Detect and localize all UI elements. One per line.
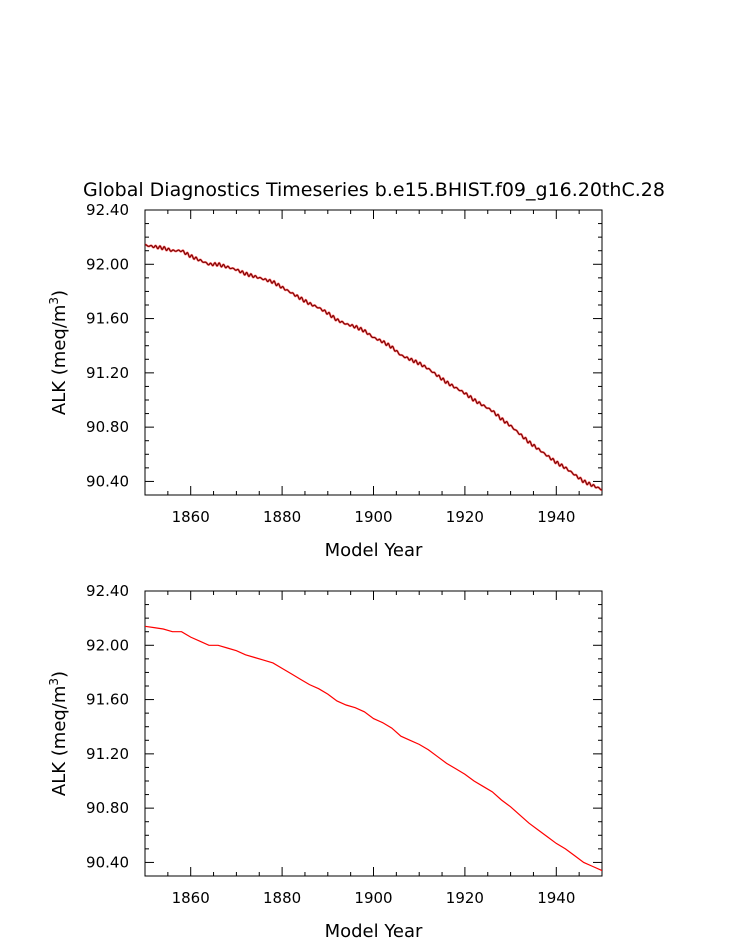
y-tick-label: 90.40 xyxy=(86,853,129,871)
y-tick-label: 91.60 xyxy=(86,310,129,328)
top-plot: 1860 1880 1900 1920 1940 90.40 90.80 91.20 91.60… xyxy=(47,201,602,561)
bottom-plot: 1860 1880 1900 1920 1940 90.40 90.80 91.20 91.60… xyxy=(47,582,602,942)
y-axis-title-sup: 3 xyxy=(47,678,61,686)
y-axis-title-tail: ) xyxy=(49,290,70,297)
y-axis-title: ALK (meq/m3) xyxy=(47,290,70,415)
y-axis-title-sup: 3 xyxy=(47,297,61,305)
y-tick-label: 91.60 xyxy=(86,691,129,709)
y-tick-label: 91.20 xyxy=(86,364,129,382)
y-axis-title-main: ALK (meq/m xyxy=(49,686,70,797)
x-axis-title: Model Year xyxy=(325,921,423,942)
series-line-halo xyxy=(145,245,602,490)
y-tick-label: 92.40 xyxy=(86,582,129,600)
series-line xyxy=(145,245,602,490)
y-tick-label: 92.00 xyxy=(86,255,129,273)
x-tick-label: 1900 xyxy=(354,508,392,526)
x-tick-label: 1860 xyxy=(172,508,210,526)
chart-title: Global Diagnostics Timeseries b.e15.BHIS… xyxy=(83,179,665,201)
y-tick-label: 91.20 xyxy=(86,745,129,763)
x-tick-label: 1880 xyxy=(263,889,301,907)
x-tick-label: 1940 xyxy=(537,889,575,907)
x-axis-title: Model Year xyxy=(325,540,423,561)
y-tick-label: 92.00 xyxy=(86,636,129,654)
plot-frame xyxy=(145,591,602,876)
plot-frame xyxy=(145,210,602,495)
y-axis-title-main: ALK (meq/m xyxy=(49,305,70,416)
x-tick-label: 1900 xyxy=(354,889,392,907)
y-axis-title: ALK (meq/m3) xyxy=(47,671,70,796)
x-tick-label: 1920 xyxy=(446,508,484,526)
y-axis-title-tail: ) xyxy=(49,671,70,678)
x-tick-label: 1860 xyxy=(172,889,210,907)
y-tick-label: 90.80 xyxy=(86,418,129,436)
y-tick-label: 92.40 xyxy=(86,201,129,219)
series-line xyxy=(145,626,602,870)
x-tick-label: 1940 xyxy=(537,508,575,526)
x-tick-label: 1920 xyxy=(446,889,484,907)
y-tick-label: 90.40 xyxy=(86,472,129,490)
y-tick-label: 90.80 xyxy=(86,799,129,817)
x-tick-label: 1880 xyxy=(263,508,301,526)
